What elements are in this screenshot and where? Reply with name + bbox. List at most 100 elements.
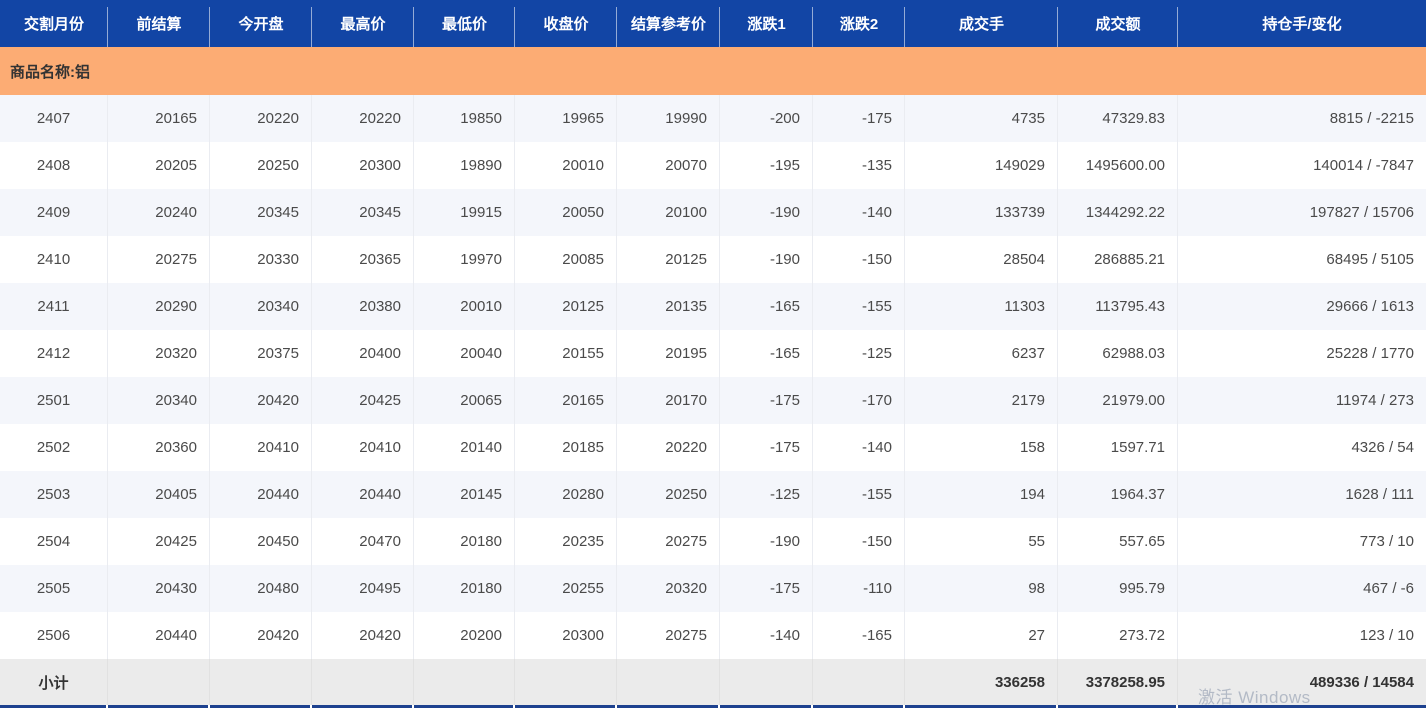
cell-open: 20450 xyxy=(210,518,312,565)
cell-turnover: 21979.00 xyxy=(1058,377,1178,424)
table-row-2502[interactable]: 2502 20360 20410 20410 20140 20185 20220 -175 -1… xyxy=(0,424,1426,471)
column-header-month: 交割月份 xyxy=(0,0,108,47)
subtotal-open-interest: 489336 / 14584 xyxy=(1309,673,1414,691)
cell-volume: 2179 xyxy=(905,377,1058,424)
cell-turnover: 1597.71 xyxy=(1058,424,1178,471)
next-header-cell-month xyxy=(0,705,108,708)
cell-turnover: 1344292.22 xyxy=(1058,189,1178,236)
cell-change2: -170 xyxy=(813,377,905,424)
cell-low: 20180 xyxy=(414,565,515,612)
cell-change1: -190 xyxy=(720,518,813,565)
cell-settle-ref: 20135 xyxy=(617,283,720,330)
cell-turnover: 47329.83 xyxy=(1058,95,1178,142)
cell-change1: -190 xyxy=(720,236,813,283)
cell-change1: -190 xyxy=(720,189,813,236)
cell-prev-settle: 20340 xyxy=(108,377,210,424)
cell-change1: -165 xyxy=(720,330,813,377)
column-header-change1: 涨跌1 xyxy=(720,0,813,47)
table-row-2501[interactable]: 2501 20340 20420 20425 20065 20165 20170 -175 -1… xyxy=(0,377,1426,424)
cell-volume: 133739 xyxy=(905,189,1058,236)
cell-close: 20235 xyxy=(515,518,617,565)
cell-month: 2503 xyxy=(0,471,108,518)
table-row-2410[interactable]: 2410 20275 20330 20365 19970 20085 20125 -190 -1… xyxy=(0,236,1426,283)
column-header-open: 今开盘 xyxy=(210,0,312,47)
cell-high: 20425 xyxy=(312,377,414,424)
cell-settle-ref: 20220 xyxy=(617,424,720,471)
cell-low: 20010 xyxy=(414,283,515,330)
subtotal-high xyxy=(312,659,414,705)
cell-close: 20280 xyxy=(515,471,617,518)
table-row-2506[interactable]: 2506 20440 20420 20420 20200 20300 20275 -140 -1… xyxy=(0,612,1426,659)
cell-open-interest: 197827 / 15706 xyxy=(1309,204,1414,221)
cell-month: 2502 xyxy=(0,424,108,471)
cell-low: 20180 xyxy=(414,518,515,565)
table-row-2505[interactable]: 2505 20430 20480 20495 20180 20255 20320 -175 -1… xyxy=(0,565,1426,612)
cell-settle-ref: 20100 xyxy=(617,189,720,236)
cell-change1: -140 xyxy=(720,612,813,659)
cell-open-interest: 773 / 10 xyxy=(1359,533,1414,550)
cell-prev-settle: 20425 xyxy=(108,518,210,565)
cell-volume: 158 xyxy=(905,424,1058,471)
cell-close: 20300 xyxy=(515,612,617,659)
subtotal-close xyxy=(515,659,617,705)
next-header-cell-volume xyxy=(905,705,1058,708)
cell-change1: -175 xyxy=(720,565,813,612)
cell-change1: -175 xyxy=(720,424,813,471)
cell-prev-settle: 20320 xyxy=(108,330,210,377)
cell-close: 20010 xyxy=(515,142,617,189)
cell-low: 20200 xyxy=(414,612,515,659)
cell-open-interest: 25228 / 1770 xyxy=(1326,345,1414,362)
cell-open: 20220 xyxy=(210,95,312,142)
next-header-cell-low xyxy=(414,705,515,708)
cell-high: 20410 xyxy=(312,424,414,471)
subtotal-volume: 336258 xyxy=(905,659,1058,705)
cell-turnover: 557.65 xyxy=(1058,518,1178,565)
cell-settle-ref: 20170 xyxy=(617,377,720,424)
cell-turnover: 273.72 xyxy=(1058,612,1178,659)
table-row-2412[interactable]: 2412 20320 20375 20400 20040 20155 20195 -165 -1… xyxy=(0,330,1426,377)
cell-close: 20165 xyxy=(515,377,617,424)
subtotal-month: 小计 xyxy=(0,659,108,705)
cell-change2: -150 xyxy=(813,236,905,283)
next-header-cell-prev-settle xyxy=(108,705,210,708)
table-row-2503[interactable]: 2503 20405 20440 20440 20145 20280 20250 -125 -1… xyxy=(0,471,1426,518)
next-header-cell-close xyxy=(515,705,617,708)
cell-open: 20345 xyxy=(210,189,312,236)
next-header-cell-settle-ref xyxy=(617,705,720,708)
table-body: 2407 20165 20220 20220 19850 19965 19990 -200 -1… xyxy=(0,95,1426,659)
cell-change2: -125 xyxy=(813,330,905,377)
cell-close: 19965 xyxy=(515,95,617,142)
subtotal-change1 xyxy=(720,659,813,705)
cell-prev-settle: 20275 xyxy=(108,236,210,283)
table-row-2409[interactable]: 2409 20240 20345 20345 19915 20050 20100 -190 -1… xyxy=(0,189,1426,236)
cell-high: 20400 xyxy=(312,330,414,377)
cell-change2: -155 xyxy=(813,283,905,330)
cell-high: 20300 xyxy=(312,142,414,189)
cell-volume: 11303 xyxy=(905,283,1058,330)
cell-month: 2407 xyxy=(0,95,108,142)
cell-volume: 55 xyxy=(905,518,1058,565)
cell-change2: -155 xyxy=(813,471,905,518)
cell-month: 2506 xyxy=(0,612,108,659)
cell-open: 20480 xyxy=(210,565,312,612)
cell-open: 20440 xyxy=(210,471,312,518)
cell-open: 20420 xyxy=(210,377,312,424)
table-row-2411[interactable]: 2411 20290 20340 20380 20010 20125 20135 -165 -1… xyxy=(0,283,1426,330)
cell-settle-ref: 20320 xyxy=(617,565,720,612)
column-header-open-interest: 持仓手/变化 xyxy=(1262,16,1342,33)
cell-change2: -150 xyxy=(813,518,905,565)
cell-close: 20155 xyxy=(515,330,617,377)
table-row-2407[interactable]: 2407 20165 20220 20220 19850 19965 19990 -200 -1… xyxy=(0,95,1426,142)
cell-high: 20380 xyxy=(312,283,414,330)
cell-turnover: 1495600.00 xyxy=(1058,142,1178,189)
cell-open: 20410 xyxy=(210,424,312,471)
table-row-2408[interactable]: 2408 20205 20250 20300 19890 20010 20070 -195 -1… xyxy=(0,142,1426,189)
next-header-cell-open-interest xyxy=(1178,705,1426,708)
subtotal-open xyxy=(210,659,312,705)
cell-settle-ref: 19990 xyxy=(617,95,720,142)
commodity-name-label: 商品名称:铝 xyxy=(10,63,90,81)
cell-open: 20250 xyxy=(210,142,312,189)
cell-volume: 98 xyxy=(905,565,1058,612)
cell-close: 20085 xyxy=(515,236,617,283)
table-row-2504[interactable]: 2504 20425 20450 20470 20180 20235 20275 -190 -1… xyxy=(0,518,1426,565)
